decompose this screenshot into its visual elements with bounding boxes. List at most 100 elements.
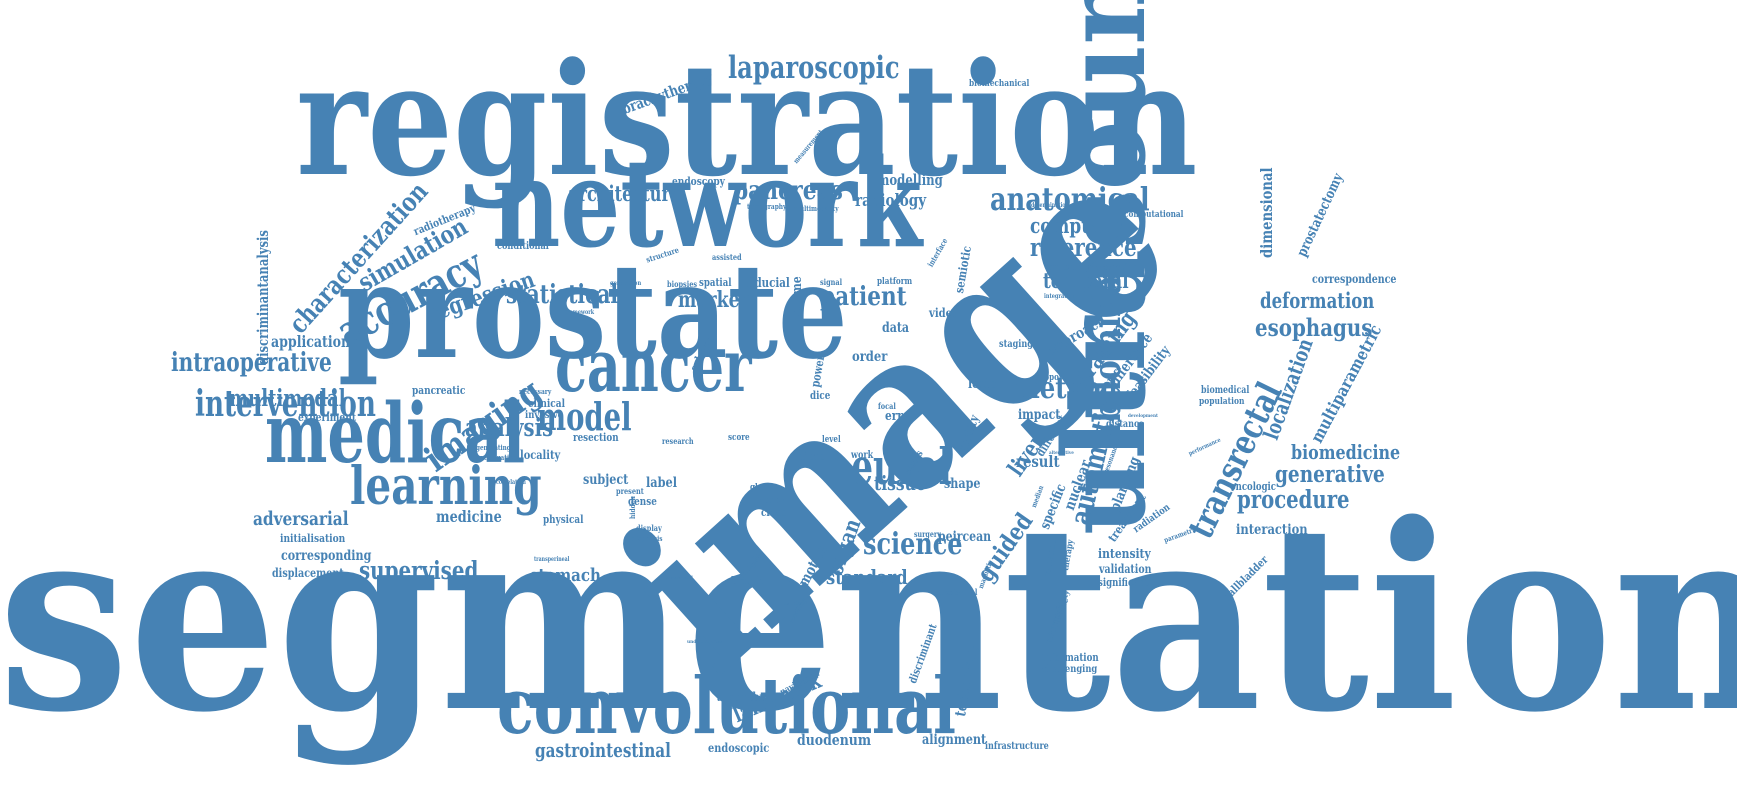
word-adversarial: adversarial <box>253 508 349 530</box>
word-spatial: spatial <box>699 276 732 289</box>
word-generative: generative <box>1275 461 1385 488</box>
word-discriminantanalysis: discriminantanalysis <box>254 230 272 365</box>
word-medical: medical <box>265 386 526 482</box>
word-investigating: investigating <box>474 453 518 462</box>
word-biomedical: biomedical <box>1201 385 1250 396</box>
word-kidney: kidney <box>757 496 785 506</box>
word-dimensional: dimensional <box>1257 167 1276 258</box>
word-clinical: clinical <box>528 397 566 410</box>
word-research: research <box>662 436 694 446</box>
word-statistical: statistical <box>506 280 619 310</box>
word-convolutional: convolutional <box>497 661 956 752</box>
word-generation: generation <box>610 280 642 287</box>
word-order: order <box>852 349 888 365</box>
word-segmentation: segmentation <box>0 469 1737 769</box>
word-model: model <box>537 394 632 439</box>
word-oncologic: oncologic <box>1230 480 1276 493</box>
word-metaphor: metaphor <box>1048 262 1093 273</box>
word-tomography: tomography <box>747 202 787 211</box>
word-prostate: prostate <box>338 234 848 388</box>
word-subject: subject <box>583 472 629 488</box>
word-correlation: correlation <box>496 479 526 486</box>
word-support: support <box>1035 373 1066 383</box>
word-resection: resection <box>573 431 619 444</box>
word-endoscopic: endoscopic <box>708 741 770 755</box>
word-fiducial: fiducial <box>747 276 790 291</box>
word-information: information <box>1041 651 1099 664</box>
word-marker: marker <box>678 287 749 313</box>
word-population: population <box>1199 397 1245 407</box>
word-invasive: invasive <box>525 410 563 421</box>
word-intraoperative: intraoperative <box>171 348 332 378</box>
word-challenging: challenging <box>1042 664 1098 675</box>
word-framework: framework <box>565 309 595 316</box>
word-determination: determination <box>1031 202 1069 209</box>
word-standard: standard <box>826 565 908 589</box>
word-registration: registration <box>296 28 1198 211</box>
word-locality: locality <box>520 448 561 462</box>
word-intervention: intervention <box>195 383 376 425</box>
word-assisted: assisted <box>712 252 742 262</box>
word-alignment: alignment <box>922 732 987 748</box>
word-application: application <box>271 332 351 351</box>
word-medicine: medicine <box>436 507 502 526</box>
word-stomach: stomach <box>530 565 601 586</box>
word-gland: gland <box>750 483 773 493</box>
word-displacement: displacement <box>272 566 344 580</box>
word-biopsies: biopsies <box>667 279 698 289</box>
word-biomedicine: biomedicine <box>1291 440 1401 464</box>
word-volume: volume <box>790 276 805 320</box>
word-understanding: understanding <box>687 639 723 645</box>
word-correspondence: correspondence <box>1312 272 1397 286</box>
word-multimodality: multimodality <box>794 204 839 213</box>
word-esophagus: esophagus <box>1255 313 1373 342</box>
word-integration: integration <box>1044 293 1076 300</box>
word-deformation: deformation <box>1260 288 1375 313</box>
word-modelling: modelling <box>877 171 943 189</box>
word-gastrointestinal: gastrointestinal <box>535 738 671 762</box>
word-distance: distance <box>1106 419 1144 430</box>
word-distortion: distortion <box>1096 263 1138 273</box>
word-conditional: conditional <box>497 241 549 252</box>
word-experiment: experiment <box>298 411 357 424</box>
word-substantial: substantial <box>936 587 978 597</box>
word-science: science <box>863 527 963 562</box>
word-present: present <box>616 486 644 496</box>
word-work: work <box>851 450 874 461</box>
word-data: data <box>882 320 910 336</box>
word-peircean: peircean <box>938 529 992 545</box>
word-biomechanical: biomechanical <box>969 79 1030 89</box>
word-corresponding: corresponding <box>281 548 372 564</box>
word-temporal: temporal <box>1043 268 1129 293</box>
word-pancreatic: pancreatic <box>412 384 466 397</box>
word-multimodal: multimodal <box>229 385 346 412</box>
word-supervised: supervised <box>359 556 479 585</box>
word-duodenum: duodenum <box>797 731 872 749</box>
word-signal: signal <box>820 277 843 287</box>
word-procedure: procedure <box>1237 485 1350 514</box>
word-analysis: analysis <box>465 413 554 442</box>
word-anatomical: anatomical <box>990 180 1150 218</box>
word-radiology: radiology <box>855 191 927 211</box>
word-label: label <box>646 475 677 491</box>
word-reference: reference <box>1030 233 1137 262</box>
word-validation: validation <box>1099 562 1152 576</box>
word-focal: focal <box>878 401 896 411</box>
word-initialisation: initialisation <box>280 532 346 545</box>
word-computational: computational <box>1124 210 1184 220</box>
word-neural: neural <box>826 437 952 496</box>
word-dice: dice <box>810 389 831 402</box>
word-physical: physical <box>543 513 584 526</box>
word-formula: formula <box>730 576 765 587</box>
word-learning: learning <box>350 456 542 517</box>
word-network: network <box>492 131 923 275</box>
word-development: development <box>1128 413 1158 419</box>
word-level: level <box>822 435 841 445</box>
word-experienced: experienced <box>666 575 693 581</box>
word-hidden: hidden <box>628 496 637 519</box>
word-prostatectomy: prostatectomy <box>1294 171 1347 260</box>
word-display: display <box>636 523 662 533</box>
word-cancer: cancer <box>555 323 752 408</box>
word-generating: generating <box>476 443 511 452</box>
